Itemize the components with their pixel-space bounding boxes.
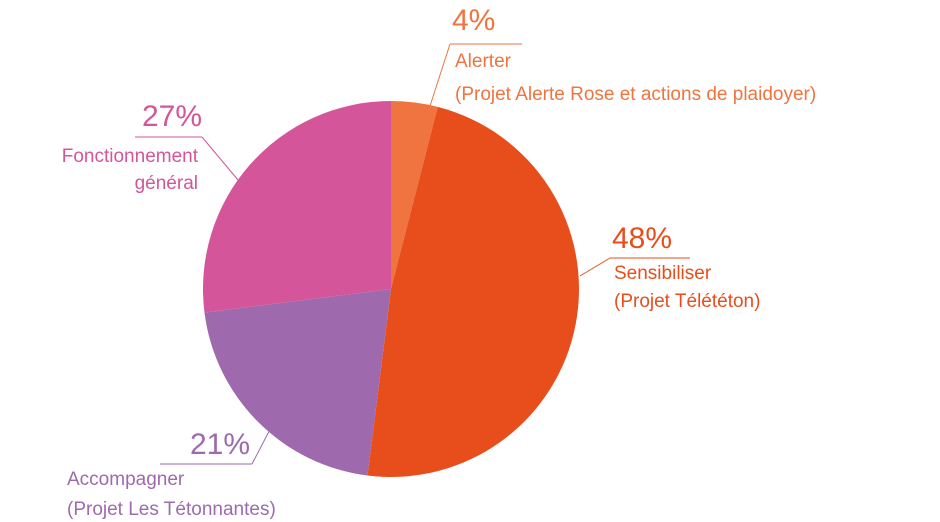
pie-slice: [391, 101, 438, 289]
leader-line: [201, 136, 239, 181]
pie-slice: [367, 106, 580, 478]
leader-line: [251, 417, 277, 465]
leader-line: [579, 257, 611, 277]
value-label: 21%: [190, 428, 250, 461]
slice-label: (Projet Les Tétonnantes): [67, 499, 276, 520]
slice-label: Fonctionnement: [62, 146, 199, 167]
slice-label: général: [135, 173, 198, 194]
slice-label: (Projet Télététon): [614, 291, 760, 312]
value-label: 48%: [612, 222, 672, 255]
slice-label: Alerter: [455, 51, 512, 72]
pie-slice: [204, 289, 391, 476]
value-label: 4%: [452, 4, 495, 37]
slice-label: Accompagner: [67, 469, 185, 490]
slice-label: Sensibiliser: [614, 263, 712, 284]
pie-slice: [202, 101, 391, 313]
value-label: 27%: [142, 100, 202, 133]
leader-line: [429, 43, 451, 107]
slice-label: (Projet Alerte Rose et actions de plaido…: [455, 84, 816, 105]
